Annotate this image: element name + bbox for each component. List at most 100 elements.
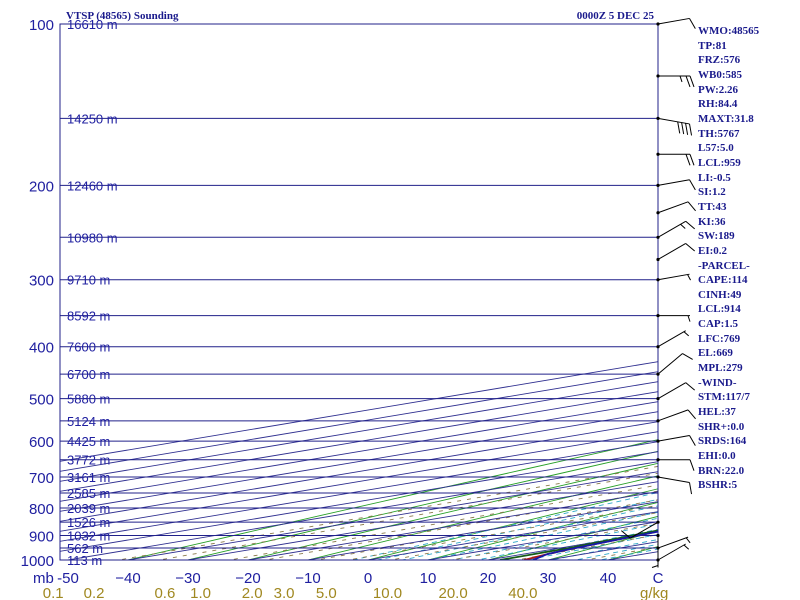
sounding-index: LCL:959 xyxy=(698,156,741,169)
isotherm xyxy=(60,421,658,522)
height-level-label: 5880 m xyxy=(67,392,110,407)
wind-barb xyxy=(656,152,695,166)
sounding-index: SI:1.2 xyxy=(698,186,726,199)
pressure-tick-label: 800 xyxy=(29,501,54,518)
isotherm xyxy=(60,381,658,482)
dry-adiabat xyxy=(426,501,658,560)
temperature-tick-label: -50 xyxy=(57,570,79,587)
sounding-index: CAP:1.5 xyxy=(698,318,739,331)
sounding-index: TH:5767 xyxy=(698,127,740,140)
temperature-tick-label: 40 xyxy=(600,570,617,587)
pressure-tick-label: 600 xyxy=(29,434,54,451)
moist-adiabat xyxy=(499,528,658,560)
height-level-label: 6700 m xyxy=(67,367,110,382)
sounding-index: SRDS:164 xyxy=(698,435,747,448)
mixing-ratio-label: 10.0 xyxy=(373,585,402,600)
wind-barbs xyxy=(621,17,696,568)
isotherm xyxy=(60,451,658,552)
height-level-label: 2039 m xyxy=(67,501,110,516)
temperature-tick-label: 0 xyxy=(364,570,372,587)
wind-barb xyxy=(651,533,660,568)
mixing-ratio-label: 2.0 xyxy=(242,585,263,600)
sounding-index: LI:-0.5 xyxy=(698,171,731,184)
wind-barb xyxy=(656,314,691,322)
dry-adiabat xyxy=(366,488,658,560)
pressure-tick-label: 500 xyxy=(29,392,54,409)
height-level-label: 5124 m xyxy=(67,414,110,429)
sounding-index: L57:5.0 xyxy=(698,142,734,155)
wind-barb xyxy=(656,353,693,376)
isotherm xyxy=(67,461,658,560)
isotherm xyxy=(60,431,658,532)
sounding-index: SW:189 xyxy=(698,230,735,243)
height-level-label: 4425 m xyxy=(67,434,110,449)
sounding-index: -PARCEL- xyxy=(698,259,750,272)
pressure-tick-label: 1000 xyxy=(21,553,54,570)
mixing-ratio-label: 40.0 xyxy=(508,585,537,600)
mixing-ratio-line xyxy=(115,465,658,560)
sounding-indices-panel: WMO:48565 TP:81 FRZ:576 WB0:585 PW:2.26 RH:84… xyxy=(698,24,798,493)
sounding-index: FRZ:576 xyxy=(698,54,741,67)
wind-barb xyxy=(656,243,695,262)
wind-barb xyxy=(656,409,696,423)
sounding-index: PW:2.26 xyxy=(698,83,739,96)
dry-adiabat xyxy=(246,462,658,560)
sounding-index: WMO:48565 xyxy=(698,25,760,37)
sounding-index: TP:81 xyxy=(698,39,727,52)
height-level-label: 12460 m xyxy=(67,178,118,193)
isotherm xyxy=(60,361,658,462)
temperature-tick-label: −30 xyxy=(175,570,200,587)
sounding-traces xyxy=(499,529,658,560)
wind-barb xyxy=(656,435,696,446)
moist-adiabat xyxy=(474,523,658,560)
sounding-index: EL:669 xyxy=(698,347,733,360)
diagram-grid xyxy=(60,24,658,560)
height-level-label: 562 m xyxy=(67,541,103,556)
mixing-ratio-label: 20.0 xyxy=(438,585,467,600)
temperature-tick-label: 30 xyxy=(540,570,557,587)
sounding-index: KI:36 xyxy=(698,215,726,228)
wind-barb xyxy=(656,220,695,239)
mixing-ratio-label: 1.0 xyxy=(190,585,211,600)
isotherm xyxy=(60,441,658,542)
wind-barb xyxy=(621,520,660,539)
height-level-label: 1032 m xyxy=(67,528,110,543)
height-level-label: 10980 m xyxy=(67,230,118,245)
temp-unit-label: C xyxy=(653,570,664,587)
wind-barb xyxy=(656,273,691,282)
height-level-label: 14250 m xyxy=(67,111,118,126)
sounding-index: EHI:0.0 xyxy=(698,450,736,463)
height-level-label: 2585 m xyxy=(67,486,110,501)
isotherm xyxy=(60,371,658,472)
plot-frame xyxy=(59,23,659,561)
temperature-tick-label: 20 xyxy=(480,570,497,587)
parcel-path-trace xyxy=(532,530,658,560)
wind-barb xyxy=(656,458,695,471)
height-level-label: 8592 m xyxy=(67,309,110,324)
wind-barb xyxy=(656,179,696,191)
sounding-index: SHR+:0.0 xyxy=(698,420,745,433)
height-level-label: 7600 m xyxy=(67,340,110,355)
pressure-tick-label: 700 xyxy=(29,470,54,487)
wind-barb xyxy=(656,116,693,136)
wind-barb xyxy=(656,536,691,550)
sounding-index: WB0:585 xyxy=(698,68,742,81)
dry-adiabat xyxy=(186,450,658,560)
sounding-index: LCL:914 xyxy=(698,303,741,316)
moist-adiabat xyxy=(400,505,658,560)
height-level-label: 1526 m xyxy=(67,515,110,530)
sounding-index: CAPE:114 xyxy=(698,274,748,287)
sounding-index: -WIND- xyxy=(698,376,737,389)
wind-barb xyxy=(656,543,690,562)
chart-title: VTSP (48565) Sounding xyxy=(66,10,179,22)
mixing-ratio-label: 0.2 xyxy=(84,585,105,600)
pressure-tick-label: 400 xyxy=(29,340,54,357)
wind-barb xyxy=(656,201,696,215)
mixing-ratio-label: 0.1 xyxy=(43,585,64,600)
valid-time: 0000Z 5 DEC 25 xyxy=(577,10,655,22)
mixing-ratio-label: 3.0 xyxy=(274,585,295,600)
temperature-tick-label: −40 xyxy=(115,570,140,587)
pressure-unit-label: mb xyxy=(33,570,54,587)
